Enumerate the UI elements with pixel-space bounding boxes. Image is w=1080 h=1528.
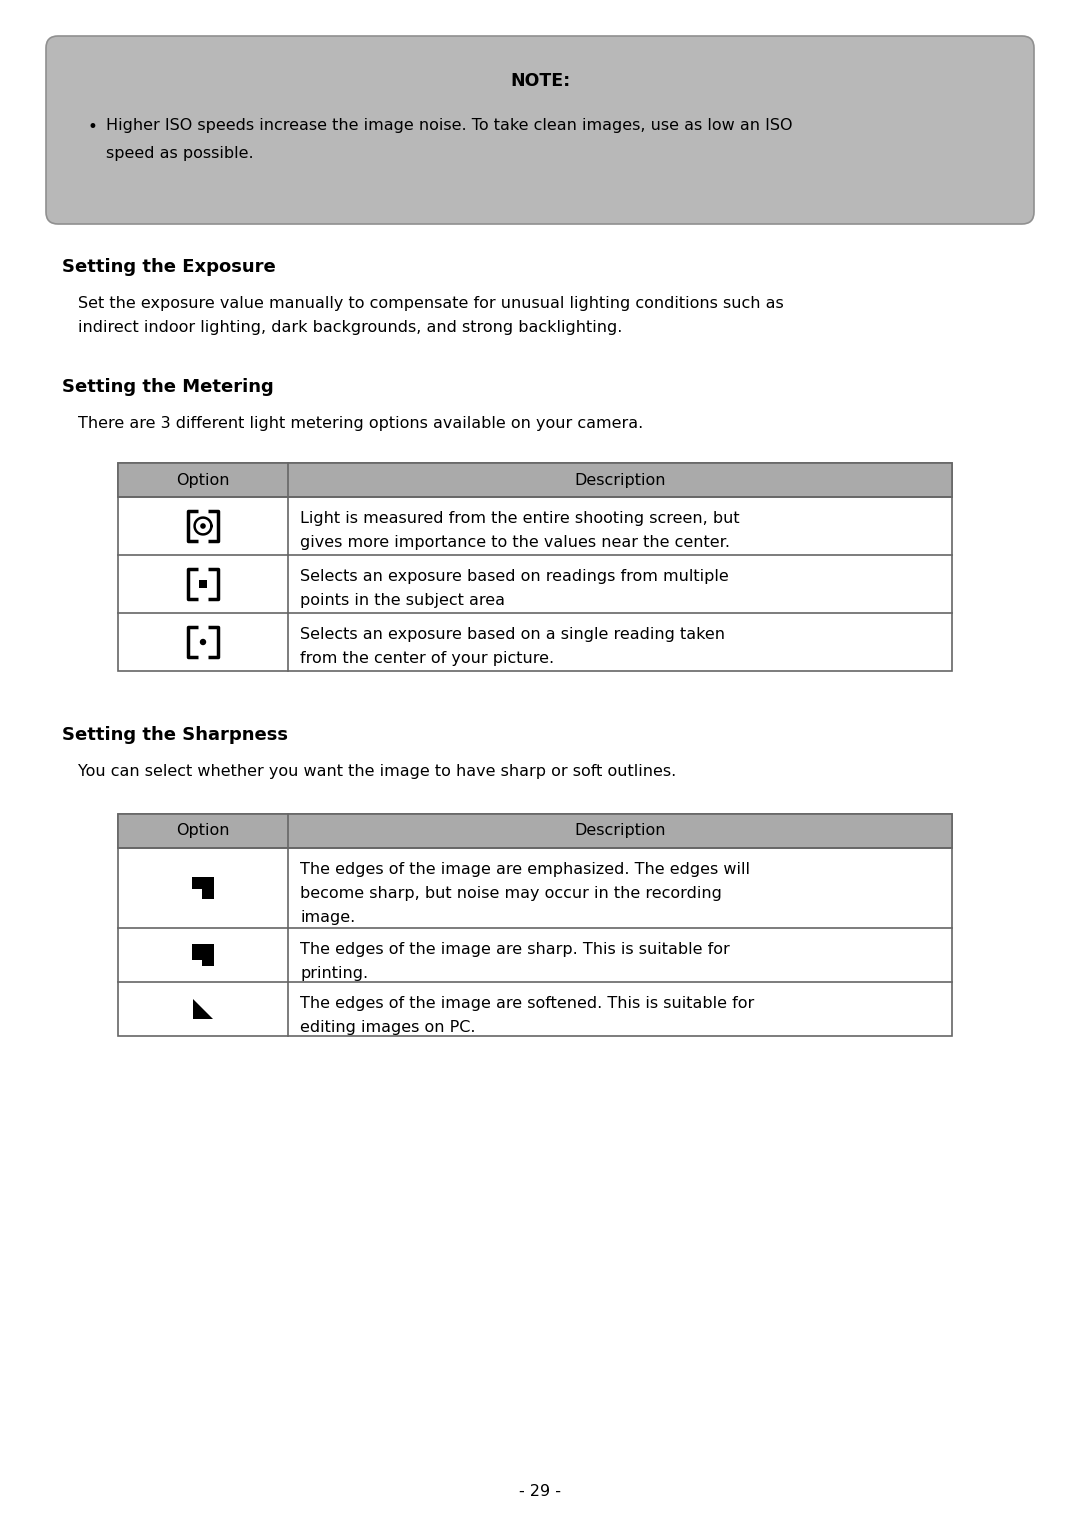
Text: •: • [87,118,98,136]
Text: Option: Option [176,472,230,487]
Text: The edges of the image are emphasized. The edges will: The edges of the image are emphasized. T… [300,862,750,877]
Text: printing.: printing. [300,966,368,981]
Text: The edges of the image are softened. This is suitable for: The edges of the image are softened. Thi… [300,996,754,1012]
Polygon shape [200,639,206,645]
Text: points in the subject area: points in the subject area [300,593,505,608]
Bar [118,463,951,497]
Text: Setting the Exposure: Setting the Exposure [62,258,275,277]
Text: become sharp, but noise may occur in the recording: become sharp, but noise may occur in the… [300,886,721,902]
Text: editing images on PC.: editing images on PC. [300,1021,475,1034]
Text: Description: Description [575,824,665,839]
Text: Option: Option [176,824,230,839]
Polygon shape [193,999,213,1019]
Text: Light is measured from the entire shooting screen, but: Light is measured from the entire shooti… [300,510,740,526]
Text: Set the exposure value manually to compensate for unusual lighting conditions su: Set the exposure value manually to compe… [78,296,784,312]
Text: gives more importance to the values near the center.: gives more importance to the values near… [300,535,730,550]
Text: from the center of your picture.: from the center of your picture. [300,651,554,666]
Text: The edges of the image are sharp. This is suitable for: The edges of the image are sharp. This i… [300,941,730,957]
Text: indirect indoor lighting, dark backgrounds, and strong backlighting.: indirect indoor lighting, dark backgroun… [78,319,622,335]
Text: Selects an exposure based on a single reading taken: Selects an exposure based on a single re… [300,626,725,642]
Text: You can select whether you want the image to have sharp or soft outlines.: You can select whether you want the imag… [78,764,676,779]
Bar [199,581,206,588]
Bar [118,463,951,671]
Text: image.: image. [300,911,355,924]
Text: There are 3 different light metering options available on your camera.: There are 3 different light metering opt… [78,416,644,431]
Polygon shape [200,523,206,529]
Text: Selects an exposure based on readings from multiple: Selects an exposure based on readings fr… [300,568,729,584]
Text: - 29 -: - 29 - [519,1485,561,1499]
Text: Setting the Metering: Setting the Metering [62,377,273,396]
Polygon shape [191,877,215,900]
Bar [118,814,951,848]
Bar [118,814,951,1036]
Text: speed as possible.: speed as possible. [106,147,254,160]
Text: Higher ISO speeds increase the image noise. To take clean images, use as low an : Higher ISO speeds increase the image noi… [106,118,793,133]
Polygon shape [191,943,215,967]
Text: Setting the Sharpness: Setting the Sharpness [62,726,288,744]
Text: Description: Description [575,472,665,487]
FancyBboxPatch shape [46,37,1034,225]
Text: NOTE:: NOTE: [510,72,570,90]
